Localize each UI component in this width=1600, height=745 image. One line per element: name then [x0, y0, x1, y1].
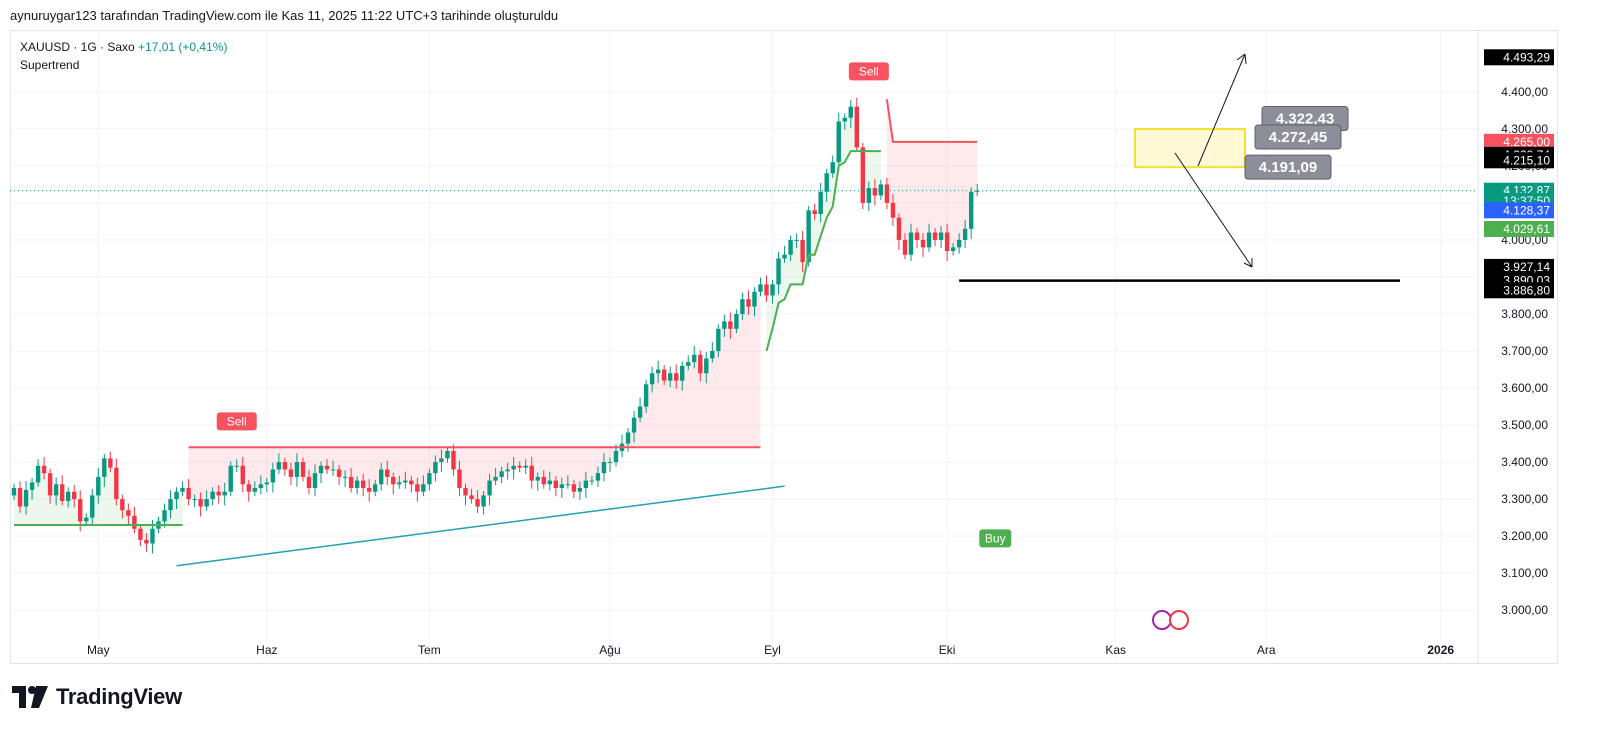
tradingview-brand[interactable]: TradingView — [12, 684, 182, 710]
price-change: +17,01 (+0,41%) — [138, 40, 228, 54]
chart-frame — [10, 30, 1558, 664]
brand-name: TradingView — [56, 684, 182, 709]
chart-legend: XAUUSD · 1G · Saxo +17,01 (+0,41%) Super… — [20, 38, 227, 74]
indicator-label[interactable]: Supertrend — [20, 58, 80, 72]
chart-caption: aynuruygar123 tarafından TradingView.com… — [10, 8, 559, 23]
tradingview-logo-icon — [12, 686, 48, 708]
symbol-label[interactable]: XAUUSD · 1G · Saxo — [20, 40, 135, 54]
